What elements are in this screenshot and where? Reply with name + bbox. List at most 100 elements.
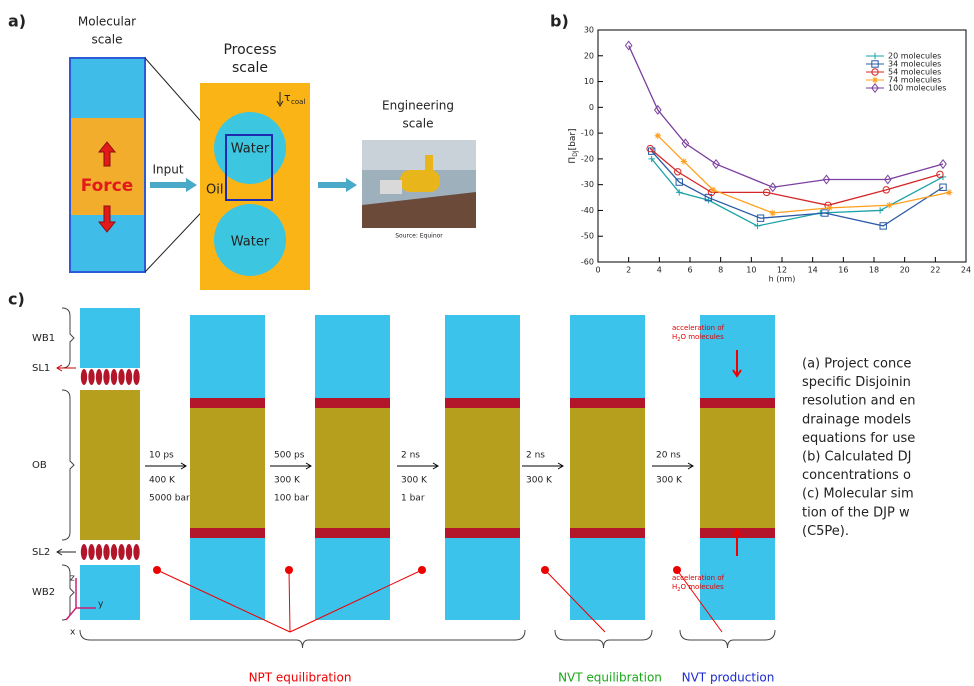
step-arrow (652, 463, 693, 469)
layer-label: SL2 (32, 547, 50, 558)
x-axis-label: h (nm) (769, 275, 796, 284)
y-axis-label: ΠDJ[bar] (568, 128, 579, 163)
interface (190, 398, 265, 408)
step-label: 5000 bar (149, 494, 190, 504)
layer-label: WB1 (32, 333, 55, 344)
step-label: 400 K (149, 476, 176, 486)
layer-label: OB (32, 460, 47, 471)
surfactant (96, 544, 102, 560)
label: Water (231, 235, 270, 250)
caption-line: (c) Molecular sim (802, 487, 914, 502)
interface (700, 398, 775, 408)
interface (315, 528, 390, 538)
legend-label: 100 molecules (888, 84, 946, 93)
interface (445, 398, 520, 408)
x-tick-label: 0 (595, 266, 600, 275)
step-label: 2 ns (401, 451, 420, 461)
x-tick-label: 24 (961, 266, 971, 275)
arrow-head (346, 178, 357, 192)
caption-line: (b) Calculated DJ (802, 450, 911, 465)
x-tick-label: 8 (718, 266, 723, 275)
step-arrow (522, 463, 563, 469)
brace (62, 308, 74, 368)
label: Input (152, 163, 183, 177)
axis-name: z (70, 574, 75, 584)
phase-label: NVT equilibration (558, 671, 662, 685)
x-tick-label: 4 (657, 266, 662, 275)
label: Process (223, 42, 276, 58)
step-label: 300 K (526, 476, 553, 486)
oil-block (315, 400, 390, 535)
series-line (652, 151, 943, 226)
oil-block (445, 400, 520, 535)
label: Oil (206, 183, 223, 198)
water-block (80, 308, 140, 368)
y-tick-label: -30 (581, 180, 594, 189)
y-tick-label: 0 (589, 103, 594, 112)
step-label: 300 K (274, 476, 301, 486)
caption-line: resolution and en (802, 394, 916, 409)
step-label: 2 ns (526, 451, 545, 461)
step-label: 20 ns (656, 451, 681, 461)
interface (445, 528, 520, 538)
y-tick-label: 30 (584, 26, 594, 35)
y-axis-label-part: Π (568, 157, 578, 164)
panel-label: a) (8, 12, 26, 31)
y-tick-label: -60 (581, 258, 594, 267)
y-tick-label: -50 (581, 232, 594, 241)
brace (62, 390, 74, 540)
surfactant (81, 369, 87, 385)
surfactant (126, 369, 132, 385)
y-tick-label: -10 (581, 129, 594, 138)
caption-line: concentrations o (802, 468, 911, 483)
caption-line: equations for use (802, 431, 915, 446)
caption: (a) Project concespecific Disjoininresol… (802, 357, 916, 539)
y-tick-label: -20 (581, 154, 594, 163)
annotation-part: O molecules (680, 333, 724, 341)
x-tick-label: 10 (746, 266, 756, 275)
y-tick-label: 10 (584, 77, 594, 86)
interface (570, 398, 645, 408)
marker (946, 189, 952, 195)
oil-block (190, 400, 265, 535)
oil-block (570, 400, 645, 535)
label: scale (232, 60, 268, 76)
label: coal (291, 98, 305, 106)
surfactant (111, 544, 117, 560)
step-label: 100 bar (274, 494, 309, 504)
surfactant (81, 544, 87, 560)
step-arrow (397, 463, 438, 469)
caption-line: (C5Pe). (802, 524, 849, 539)
oil-block (700, 400, 775, 535)
x-tick-label: 22 (930, 266, 940, 275)
phase-label: NVT production (682, 671, 775, 685)
label: Molecular (78, 15, 136, 29)
x-tick-label: 16 (838, 266, 848, 275)
x-tick-label: 2 (626, 266, 631, 275)
photo (362, 140, 476, 228)
oil-block (80, 390, 140, 540)
label: Engineering (382, 99, 454, 113)
y-axis-label-part: [bar] (568, 128, 578, 150)
marker (877, 207, 883, 213)
y-tick-label: 20 (584, 51, 594, 60)
step-arrow (145, 463, 186, 469)
annotation-part: O molecules (680, 583, 724, 591)
marker (754, 223, 760, 229)
panel-label: c) (8, 290, 25, 309)
surfactant (126, 544, 132, 560)
surfactant (118, 369, 124, 385)
label: scale (403, 117, 434, 131)
surfactant (103, 544, 109, 560)
axis-name: x (70, 628, 76, 638)
figure: a) Molecular scale Force Input Process s… (0, 0, 974, 686)
marker (872, 77, 878, 83)
surfactant (96, 369, 102, 385)
brace (80, 630, 525, 648)
label: τ (284, 91, 291, 104)
step-label: 300 K (656, 476, 683, 486)
surfactant (111, 369, 117, 385)
surfactant (133, 544, 139, 560)
x-tick-label: 18 (869, 266, 879, 275)
